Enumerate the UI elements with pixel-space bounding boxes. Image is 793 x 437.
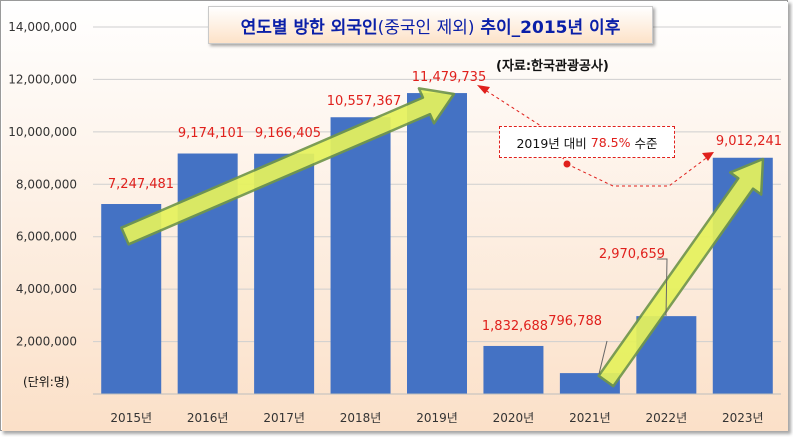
chart-title: 연도별 방한 외국인 (중국인 제외) 추이_2015년 이후 [208, 6, 653, 44]
x-tick-label: 2016년 [187, 411, 229, 425]
chart-title-main: 연도별 방한 외국인 [240, 17, 378, 38]
data-label: 9,174,101 [178, 126, 244, 141]
y-tick-label: 6,000,000 [16, 230, 77, 244]
data-label-leader [657, 258, 668, 317]
data-label: 1,832,688 [482, 319, 548, 334]
x-tick-label: 2021년 [569, 411, 611, 425]
callout-leader-arrowhead-right [702, 152, 714, 161]
source-note: (자료:한국관광공사) [496, 59, 609, 74]
x-tick-label: 2023년 [722, 411, 764, 425]
bar [483, 345, 544, 394]
bar [407, 93, 467, 394]
y-tick-label: 10,000,000 [8, 125, 77, 139]
data-label-leader [598, 340, 608, 375]
y-tick-label: 2,000,000 [16, 335, 77, 349]
x-tick-label: 2020년 [493, 411, 535, 425]
trend-arrow-up-2021-2023 [597, 157, 765, 388]
bar [254, 153, 315, 394]
data-label: 10,557,367 [327, 94, 401, 109]
callout-leader-arrowhead-left [477, 85, 490, 94]
data-label: 796,788 [548, 314, 602, 329]
data-label: 7,247,481 [108, 177, 174, 192]
chart-title-paren: (중국인 제외) [377, 17, 475, 38]
chart-title-tail: 추이_2015년 이후 [474, 17, 621, 38]
comparison-callout: 2019년 대비 78.5% 수준 [499, 126, 675, 158]
callout-prefix: 2019년 대비 [516, 135, 587, 151]
callout-leader-left [481, 87, 568, 165]
y-tick-label: 4,000,000 [16, 282, 77, 296]
callout-percent: 78.5% [590, 134, 631, 150]
x-tick-label: 2019년 [416, 411, 458, 425]
callout-suffix: 수준 [634, 135, 658, 151]
x-tick-label: 2022년 [646, 411, 688, 425]
data-label: 11,479,735 [412, 70, 486, 85]
data-label: 9,012,241 [716, 134, 782, 149]
x-tick-label: 2017년 [263, 411, 305, 425]
trend-arrow-up-2015-2019 [120, 87, 456, 246]
data-label: 2,970,659 [599, 247, 665, 262]
y-tick-label: 8,000,000 [16, 177, 77, 191]
y-tick-label: 12,000,000 [8, 72, 77, 86]
unit-label: (단위:명) [23, 375, 70, 389]
callout-leader-right [566, 155, 710, 187]
y-tick-label: 14,000,000 [8, 20, 77, 34]
x-tick-label: 2018년 [340, 411, 382, 425]
bar [330, 117, 391, 395]
callout-leader-dot [563, 160, 571, 168]
data-label: 9,166,405 [255, 126, 321, 141]
x-tick-label: 2015년 [110, 411, 152, 425]
